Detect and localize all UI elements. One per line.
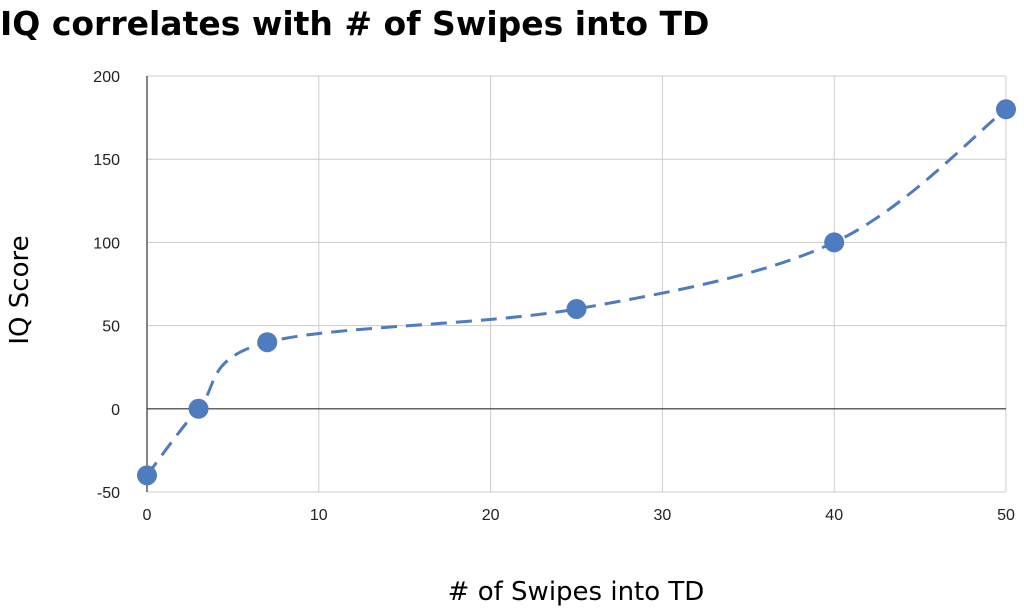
y-tick-labels: -50 0 50 100 150 200 xyxy=(93,69,120,502)
data-point xyxy=(824,232,845,253)
data-points xyxy=(137,99,1016,486)
data-point xyxy=(257,332,278,353)
data-point xyxy=(188,398,209,419)
y-tick-label: 100 xyxy=(93,235,120,252)
data-point xyxy=(566,298,587,319)
x-tick-label: 10 xyxy=(310,507,328,524)
y-tick-label: 50 xyxy=(102,319,120,336)
series-line xyxy=(145,108,1007,477)
data-point xyxy=(996,99,1016,120)
y-tick-label: 150 xyxy=(93,152,120,169)
x-tick-label: 40 xyxy=(825,507,843,524)
data-point xyxy=(137,465,157,486)
x-tick-label: 30 xyxy=(654,507,672,524)
y-tick-label: 0 xyxy=(111,402,120,419)
x-tick-label: 0 xyxy=(143,507,152,524)
axes xyxy=(146,76,1006,492)
chart-title: IQ correlates with # of Swipes into TD xyxy=(0,4,710,43)
y-axis-title: IQ Score xyxy=(5,235,35,344)
x-tick-label: 20 xyxy=(482,507,500,524)
x-tick-label: 50 xyxy=(997,507,1015,524)
grid xyxy=(147,75,1007,493)
x-tick-labels: 0 10 20 30 40 50 xyxy=(143,507,1015,524)
y-tick-label: -50 xyxy=(97,485,120,502)
x-axis-title: # of Swipes into TD xyxy=(448,577,705,607)
y-tick-label: 200 xyxy=(93,69,120,86)
